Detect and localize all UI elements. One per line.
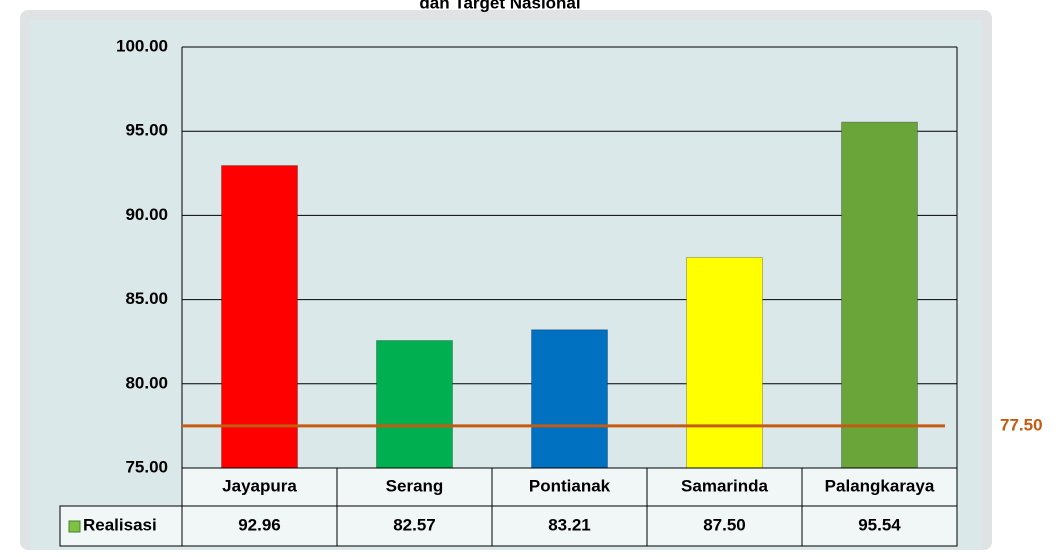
value-label: 82.57 (393, 515, 436, 534)
x-tick-label: Samarinda (681, 476, 768, 495)
chart-title: dan Target Nasional (419, 0, 580, 12)
target-label: 77.50 (1000, 415, 1043, 434)
bar (841, 121, 918, 469)
legend-swatch (68, 520, 81, 533)
bar (376, 340, 453, 469)
table-cells (181, 467, 958, 547)
plot-background (30, 20, 982, 550)
y-tick-label: 85.00 (125, 289, 168, 308)
y-tick-label: 100.00 (116, 36, 168, 55)
legend-label: Realisasi (83, 515, 157, 534)
bar (221, 165, 298, 469)
value-label: 95.54 (858, 515, 901, 534)
y-tick-label: 80.00 (125, 373, 168, 392)
value-label: 83.21 (548, 515, 591, 534)
x-tick-label: Serang (386, 476, 444, 495)
bar (686, 257, 763, 469)
y-tick-label: 90.00 (125, 205, 168, 224)
x-tick-label: Palangkaraya (825, 476, 935, 495)
y-tick-label: 95.00 (125, 121, 168, 140)
bar (531, 329, 608, 469)
value-label: 92.96 (238, 515, 281, 534)
value-label: 87.50 (703, 515, 746, 534)
x-tick-label: Pontianak (529, 476, 611, 495)
x-tick-label: Jayapura (222, 476, 297, 495)
y-tick-label: 75.00 (125, 457, 168, 476)
